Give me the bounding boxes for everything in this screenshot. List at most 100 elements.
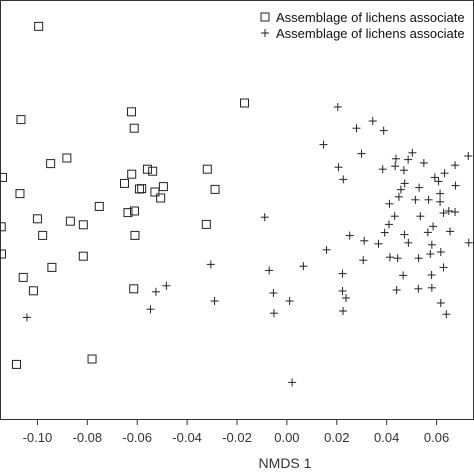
plus-data-point — [451, 181, 460, 190]
x-tick-label: -0.08 — [72, 430, 102, 445]
plus-data-point — [408, 148, 417, 157]
square-data-point — [123, 208, 133, 218]
plus-data-point — [423, 228, 432, 237]
legend-square-marker — [260, 12, 270, 22]
x-tick-label: -0.06 — [122, 430, 152, 445]
x-tick-label: -0.10 — [23, 430, 53, 445]
plus-data-point — [399, 166, 408, 175]
plus-data-point — [22, 313, 31, 322]
square-data-point — [0, 172, 7, 182]
square-data-point — [119, 178, 129, 188]
square-data-point — [78, 251, 88, 261]
plus-data-point — [414, 284, 423, 293]
legend: Assemblage of lichens associate Assembla… — [260, 10, 465, 41]
plus-data-point — [434, 177, 443, 186]
square-data-point — [202, 164, 212, 174]
square-data-point — [137, 184, 147, 194]
plus-data-point — [384, 220, 393, 229]
plus-data-point — [451, 161, 460, 170]
plus-data-point — [385, 199, 394, 208]
x-axis-label: NMDS 1 — [259, 455, 312, 471]
plus-data-point — [379, 126, 388, 135]
plus-data-point — [426, 250, 435, 258]
square-data-point — [87, 354, 97, 364]
plus-data-point — [396, 185, 405, 194]
legend-label-crosses: Assemblage of lichens associate — [276, 26, 465, 41]
plus-data-point — [162, 281, 171, 290]
square-data-point — [129, 206, 139, 216]
plus-data-point — [439, 263, 448, 272]
plus-data-point — [333, 103, 342, 111]
square-data-point — [18, 272, 28, 282]
plus-data-point — [404, 238, 413, 247]
plus-data-point — [399, 271, 408, 280]
data-points — [0, 21, 473, 387]
plus-data-point — [352, 124, 361, 133]
plus-data-point — [269, 309, 278, 318]
plus-data-point — [385, 253, 394, 262]
plus-data-point — [391, 154, 400, 163]
plus-data-point — [146, 305, 155, 314]
plus-data-point — [390, 212, 399, 221]
square-data-point — [15, 189, 25, 199]
square-data-point — [11, 359, 21, 369]
plus-data-point — [391, 162, 400, 171]
plus-data-point — [374, 239, 383, 248]
square-data-point — [16, 115, 26, 125]
plus-data-point — [430, 173, 439, 182]
square-data-point — [134, 184, 144, 194]
plus-data-point — [436, 189, 445, 198]
square-data-point — [0, 222, 6, 232]
plus-data-point — [424, 195, 433, 204]
x-tick-label: 0.04 — [374, 430, 399, 445]
plus-data-point — [338, 287, 347, 295]
plus-data-point — [419, 159, 428, 167]
plus-data-point — [439, 209, 448, 217]
plus-data-point — [451, 208, 460, 216]
plus-data-point — [265, 266, 274, 275]
square-data-point — [150, 187, 160, 197]
x-axis-ticks: -0.10 -0.08 -0.06 -0.04 -0.02 0.00 0.02 0.04 0.0… — [23, 420, 449, 445]
plus-data-point — [285, 297, 294, 305]
square-data-point — [210, 184, 220, 194]
plus-data-point — [299, 262, 308, 271]
plus-data-point — [436, 299, 445, 307]
plus-data-point — [464, 238, 473, 247]
plus-data-point — [378, 165, 387, 174]
plus-data-point — [260, 213, 269, 222]
square-data-point — [130, 230, 140, 240]
plus-data-point — [338, 269, 347, 278]
legend-label-squares: Assemblage of lichens associate — [276, 10, 465, 25]
square-data-point — [65, 216, 75, 226]
square-data-point — [129, 284, 139, 294]
square-data-point — [38, 230, 48, 240]
plus-data-point — [446, 227, 455, 236]
square-data-point — [158, 182, 168, 192]
square-data-point — [156, 193, 166, 203]
x-tick-label: -0.02 — [222, 430, 252, 445]
plus-data-point — [436, 197, 445, 206]
plus-data-point — [464, 152, 473, 160]
plus-data-point — [360, 236, 369, 245]
plus-data-point — [427, 271, 436, 279]
plus-data-point — [319, 140, 328, 149]
square-data-point — [78, 220, 88, 230]
square-data-point — [34, 21, 44, 31]
plus-data-point — [416, 212, 425, 221]
plus-data-point — [400, 230, 409, 239]
square-data-point — [129, 123, 139, 133]
square-data-point — [126, 107, 136, 117]
legend-plus-marker — [261, 29, 269, 37]
square-data-point — [28, 286, 38, 296]
plus-data-point — [442, 310, 451, 319]
x-tick-label: 0.06 — [424, 430, 449, 445]
plus-data-point — [334, 163, 343, 172]
plus-data-point — [357, 149, 366, 158]
square-data-point — [94, 201, 104, 211]
square-data-point — [148, 166, 158, 176]
plus-data-point — [210, 297, 219, 305]
plus-data-point — [322, 245, 331, 254]
plus-data-point — [342, 294, 351, 302]
plus-data-point — [427, 240, 436, 249]
